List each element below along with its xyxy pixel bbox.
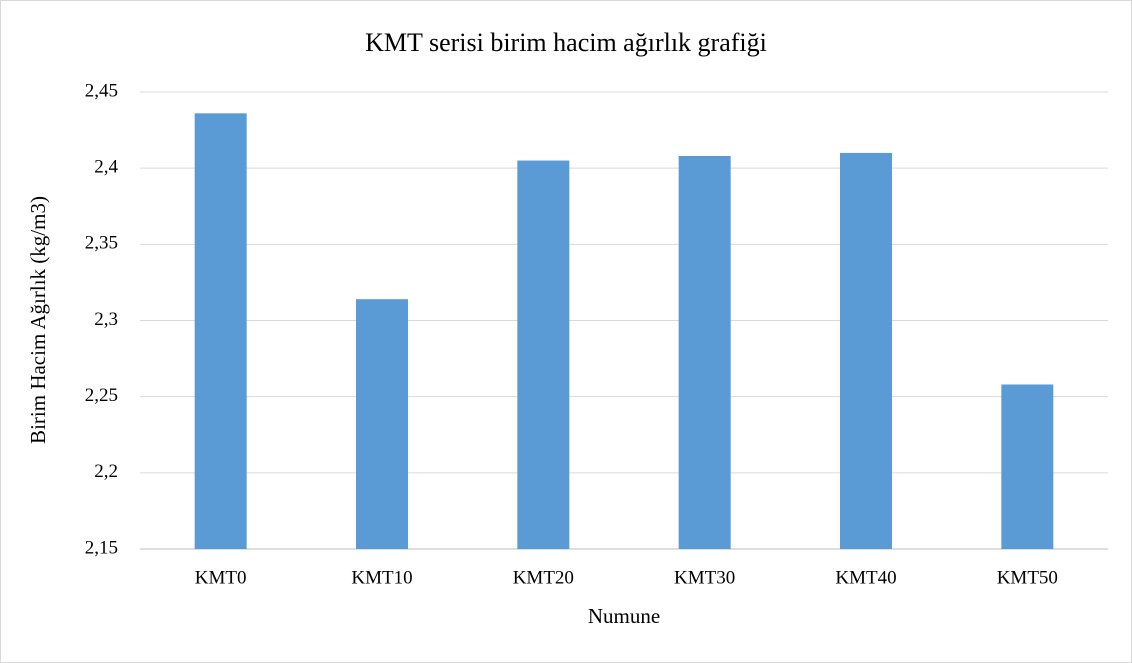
- y-tick-label: 2,25: [85, 385, 118, 406]
- y-tick-label: 2,45: [85, 80, 118, 101]
- x-tick-label: KMT30: [674, 567, 735, 588]
- x-axis-label: Numune: [588, 604, 660, 628]
- x-tick-label: KMT10: [351, 567, 412, 588]
- x-tick-label: KMT0: [195, 567, 247, 588]
- bar: [356, 299, 408, 549]
- y-axis-label: Birim Hacim Ağırlık (kg/m3): [26, 196, 50, 444]
- y-tick-label: 2,15: [85, 537, 118, 558]
- bar: [194, 113, 247, 550]
- chart-title: KMT serisi birim hacim ağırlık grafiği: [365, 28, 767, 57]
- x-tick-label: KMT50: [997, 567, 1058, 588]
- y-tick-label: 2,2: [94, 461, 118, 482]
- bar: [840, 152, 892, 549]
- bar: [517, 160, 570, 550]
- bar: [678, 155, 731, 550]
- x-tick-label: KMT40: [835, 567, 896, 588]
- y-tick-label: 2,4: [94, 157, 118, 178]
- x-tick-label: KMT20: [513, 567, 574, 588]
- y-tick-label: 2,35: [85, 233, 118, 254]
- y-tick-label: 2,3: [94, 309, 118, 330]
- bar: [1001, 384, 1054, 549]
